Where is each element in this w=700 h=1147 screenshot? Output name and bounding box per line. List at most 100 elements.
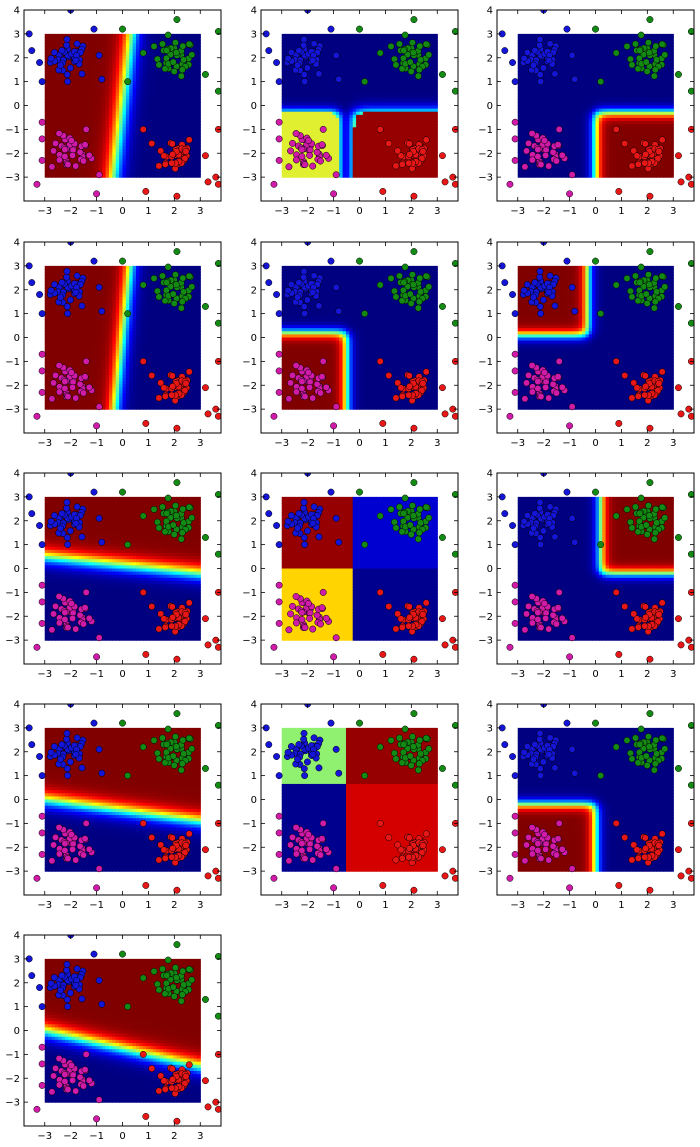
heatmap-cell (58, 164, 63, 169)
heatmap-cell (105, 155, 110, 160)
heatmap-cell (92, 86, 97, 91)
heatmap-cell (85, 114, 90, 119)
heatmap-cell (95, 145, 100, 150)
heatmap-cell (186, 167, 191, 172)
heatmap-cell (112, 111, 117, 116)
heatmap-cell (95, 93, 100, 97)
heatmap-cell (186, 96, 191, 100)
heatmap-cell (92, 68, 97, 72)
heatmap-cell (58, 83, 63, 88)
heatmap-cell (146, 96, 151, 100)
heatmap-cell (129, 83, 134, 88)
heatmap-cell (190, 133, 195, 138)
y-tick-label: 2 (14, 53, 20, 64)
heatmap-cell (190, 152, 195, 156)
heatmap-cell (65, 86, 69, 91)
heatmap-cell (159, 161, 164, 166)
heatmap-cell (166, 174, 171, 178)
heatmap-cell (112, 133, 117, 138)
heatmap-cell (115, 133, 120, 138)
heatmap-cell (54, 40, 59, 44)
heatmap-cell (68, 96, 73, 100)
heatmap-cell (95, 68, 100, 72)
heatmap-cell (65, 65, 69, 69)
heatmap-cell (146, 130, 151, 135)
heatmap-cell (196, 130, 201, 135)
heatmap-cell (51, 158, 56, 163)
heatmap-cell (176, 174, 181, 178)
heatmap-cell (68, 114, 73, 119)
data-point (63, 35, 71, 43)
heatmap-cell (92, 111, 97, 116)
heatmap-cell (44, 58, 49, 63)
heatmap-cell (119, 149, 124, 153)
heatmap-cell (176, 80, 181, 85)
heatmap-cell (44, 136, 49, 141)
heatmap-cell (81, 164, 86, 169)
heatmap-cell (88, 108, 93, 113)
heatmap-cell (179, 102, 184, 107)
heatmap-cell (98, 86, 103, 91)
data-point (163, 47, 171, 54)
heatmap-cell (132, 71, 137, 75)
heatmap-cell (179, 36, 184, 41)
heatmap-cell (115, 161, 120, 166)
heatmap-cell (105, 33, 110, 38)
heatmap-cell (152, 96, 157, 100)
heatmap-cell (85, 77, 90, 82)
heatmap-cell (156, 43, 161, 47)
heatmap-cell (136, 127, 140, 132)
heatmap-cell (115, 40, 120, 44)
heatmap-cell (163, 96, 168, 100)
heatmap-cell (122, 167, 127, 172)
heatmap-cell (146, 89, 151, 94)
data-point (95, 171, 103, 179)
heatmap-cell (146, 43, 151, 47)
heatmap-cell (166, 124, 171, 128)
heatmap-cell (152, 130, 157, 135)
heatmap-cell (92, 142, 97, 147)
heatmap-cell (132, 174, 137, 178)
heatmap-cell (54, 105, 59, 110)
heatmap-cell (132, 161, 137, 166)
heatmap-cell (183, 130, 188, 135)
heatmap-cell (129, 149, 134, 153)
heatmap-cell (108, 80, 113, 85)
heatmap-cell (186, 80, 191, 85)
heatmap-cell (98, 136, 103, 141)
heatmap-cell (85, 102, 90, 107)
heatmap-cell (51, 99, 56, 103)
heatmap-cell (71, 167, 76, 172)
heatmap-cell (68, 108, 73, 113)
heatmap-cell (51, 43, 56, 47)
heatmap-cell (163, 114, 168, 119)
heatmap-cell (196, 89, 201, 94)
heatmap-cell (132, 133, 137, 138)
heatmap-cell (102, 89, 107, 94)
heatmap-cell (98, 158, 103, 163)
heatmap-cell (132, 102, 137, 107)
heatmap-cell (54, 33, 59, 38)
heatmap-cell (190, 108, 195, 113)
heatmap-cell (152, 108, 157, 113)
heatmap-cell (48, 99, 53, 103)
heatmap-cell (149, 167, 154, 172)
heatmap-cell (115, 102, 120, 107)
heatmap-cell (85, 161, 90, 166)
heatmap-cell (78, 170, 83, 175)
heatmap-cell (163, 89, 168, 94)
data-point (61, 146, 69, 154)
heatmap-cell (112, 158, 117, 163)
heatmap-cell (176, 43, 181, 47)
heatmap-cell (108, 49, 113, 54)
heatmap-cell (54, 71, 59, 75)
heatmap-cell (61, 86, 66, 91)
heatmap-cell (193, 65, 198, 69)
heatmap-cell (156, 108, 161, 113)
heatmap-cell (115, 55, 120, 60)
heatmap-cell (102, 61, 107, 66)
heatmap-cell (149, 80, 154, 85)
heatmap-cell (92, 71, 97, 75)
heatmap-cell (78, 89, 83, 94)
